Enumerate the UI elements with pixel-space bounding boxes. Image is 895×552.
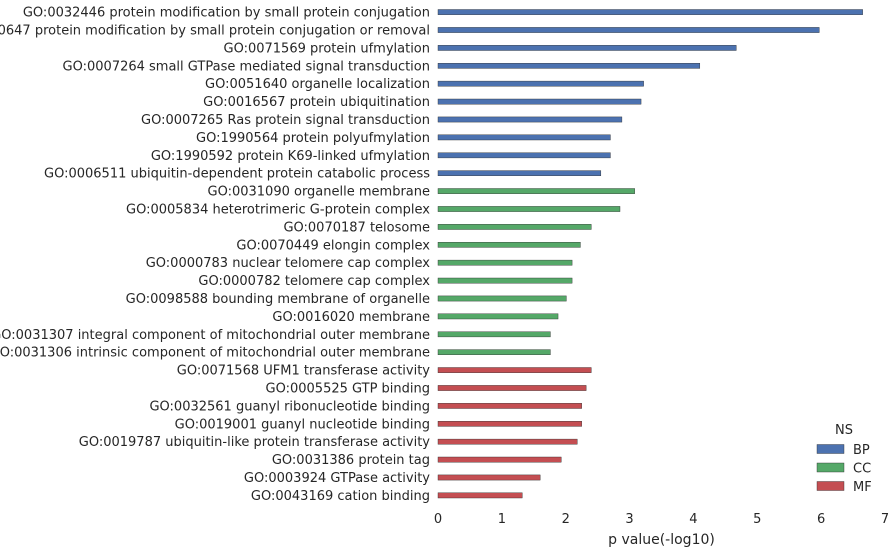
legend-label-mf: MF [853, 480, 872, 495]
bar-mf [438, 475, 540, 480]
bar-bp [438, 63, 700, 68]
bar-bp [438, 135, 610, 140]
bar-bp [438, 27, 819, 32]
bar-cc [438, 206, 620, 211]
bar-bp [438, 153, 610, 158]
category-label: GO:0031307 integral component of mitocho… [0, 328, 430, 343]
category-label: GO:0007264 small GTPase mediated signal … [63, 59, 430, 74]
category-label: GO:0032561 guanyl ribonucleotide binding [149, 399, 430, 414]
bar-cc [438, 332, 550, 337]
bar-cc [438, 314, 558, 319]
bar-mf [438, 493, 522, 498]
bar-bp [438, 99, 641, 104]
category-label: GO:0032446 protein modification by small… [23, 6, 430, 21]
bar-cc [438, 260, 572, 265]
x-tick-label: 3 [625, 512, 633, 527]
bar-cc [438, 224, 591, 229]
category-label: GO:0000782 telomere cap complex [198, 274, 430, 289]
bar-mf [438, 368, 591, 373]
bar-bp [438, 117, 622, 122]
legend-swatch-mf [817, 482, 844, 491]
legend-label-bp: BP [853, 443, 870, 458]
x-tick-label: 0 [434, 512, 442, 527]
bar-bp [438, 171, 601, 176]
category-label: GO:0007265 Ras protein signal transducti… [141, 113, 430, 128]
category-labels-layer: GO:0032446 protein modification by small… [0, 6, 430, 504]
category-label: GO:0019001 guanyl nucleotide binding [175, 417, 430, 432]
bar-mf [438, 421, 582, 426]
bar-mf [438, 457, 561, 462]
x-tick-label: 5 [753, 512, 761, 527]
category-label: GO:0070647 protein modification by small… [0, 24, 430, 39]
category-label: GO:1990564 protein polyufmylation [196, 131, 430, 146]
category-label: GO:0071568 UFM1 transferase activity [177, 364, 431, 379]
x-tick-label: 7 [881, 512, 889, 527]
category-label: GO:0005525 GTP binding [266, 382, 430, 397]
category-label: GO:0000783 nuclear telomere cap complex [146, 256, 431, 271]
category-label: GO:0019787 ubiquitin-like protein transf… [79, 435, 431, 450]
bar-bp [438, 10, 863, 15]
category-label: GO:0043169 cation binding [251, 489, 430, 504]
category-label: GO:0070187 telosome [283, 220, 430, 235]
bar-mf [438, 439, 577, 444]
bar-mf [438, 385, 586, 390]
legend-label-cc: CC [853, 462, 871, 477]
category-label: GO:0031306 intrinsic component of mitoch… [0, 346, 430, 361]
bar-cc [438, 278, 572, 283]
category-label: GO:0098588 bounding membrane of organell… [126, 292, 430, 307]
bar-bp [438, 81, 644, 86]
x-tick-label: 1 [498, 512, 506, 527]
legend-swatch-bp [817, 445, 844, 454]
legend-swatch-cc [817, 463, 844, 472]
category-label: GO:0005834 heterotrimeric G-protein comp… [126, 203, 430, 218]
x-axis-title: p value(-log10) [608, 532, 715, 548]
x-tick-label: 6 [817, 512, 825, 527]
category-label: GO:0031090 organelle membrane [208, 185, 431, 200]
x-tick-label: 4 [689, 512, 697, 527]
x-axis: 0 1 2 3 4 5 6 7 [434, 512, 889, 527]
category-label: GO:0031386 protein tag [272, 453, 430, 468]
category-label: GO:0003924 GTPase activity [244, 471, 430, 486]
bar-cc [438, 189, 635, 194]
category-label: GO:0051640 organelle localization [205, 77, 430, 92]
category-label: GO:0071569 protein ufmylation [224, 41, 430, 56]
bar-cc [438, 296, 566, 301]
x-tick-label: 2 [562, 512, 570, 527]
bar-cc [438, 242, 580, 247]
bar-cc [438, 350, 550, 355]
category-label: GO:0070449 elongin complex [236, 238, 430, 253]
bar-mf [438, 403, 582, 408]
category-label: GO:1990592 protein K69-linked ufmylation [151, 149, 430, 164]
bar-bp [438, 45, 736, 50]
legend: NS BP CC MF [817, 423, 872, 495]
category-label: GO:0016567 protein ubiquitination [203, 95, 430, 110]
legend-title: NS [835, 423, 853, 438]
category-label: GO:0006511 ubiquitin-dependent protein c… [44, 167, 430, 182]
category-label: GO:0016020 membrane [272, 310, 430, 325]
bars-layer [438, 10, 863, 499]
